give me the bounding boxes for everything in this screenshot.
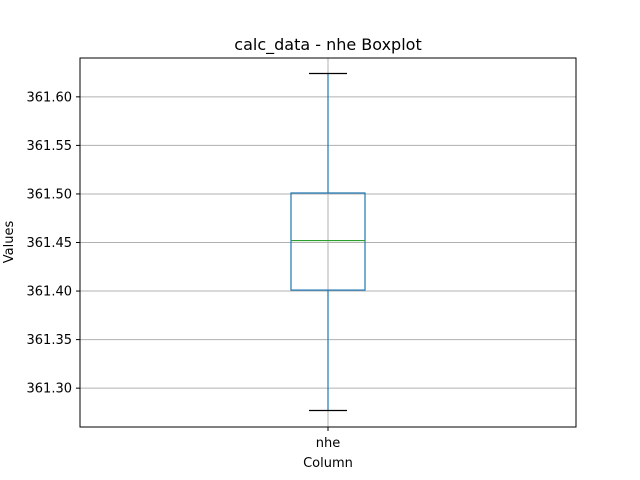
y-tick-label: 361.45 (27, 236, 73, 251)
x-axis-label: Column (303, 456, 353, 471)
y-tick-label: 361.30 (27, 382, 73, 397)
iqr-box (290, 192, 366, 291)
box-layer (290, 72, 366, 412)
chart-title: calc_data - nhe Boxplot (234, 35, 421, 55)
y-tick-label: 361.55 (27, 139, 73, 154)
x-tick-label: nhe (316, 436, 340, 451)
y-tick-label: 361.35 (27, 333, 73, 348)
x-axis-ticks: nhe (316, 427, 340, 451)
y-axis-label: Values (2, 221, 17, 264)
y-tick-label: 361.60 (27, 90, 73, 105)
y-axis-ticks: 361.30 361.35 361.40 361.45 361.50 361.55 361.… (27, 90, 80, 397)
y-tick-label: 361.40 (27, 285, 73, 300)
y-tick-label: 361.50 (27, 187, 73, 202)
